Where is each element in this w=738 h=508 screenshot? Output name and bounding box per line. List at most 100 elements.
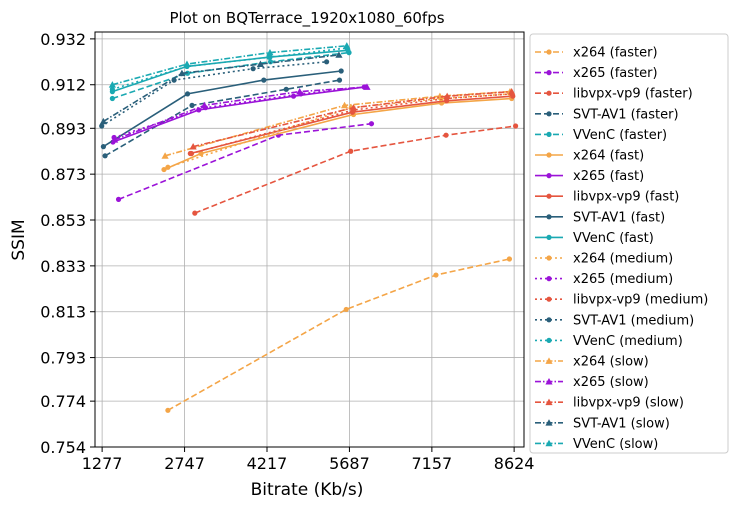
data-point-libvpx-vp9-faster: [192, 210, 198, 216]
legend-marker: [546, 296, 552, 302]
legend-label: x264 (faster): [573, 46, 658, 61]
data-point-libvpx-vp9-faster: [348, 148, 354, 154]
series-line-vvenc-medium: [112, 47, 347, 91]
y-tick-label: 0.912: [40, 76, 86, 95]
data-point-svt-av1-slow: [335, 51, 343, 58]
legend-label: libvpx-vp9 (medium): [573, 293, 708, 308]
x-axis-label: Bitrate (Kb/s): [251, 480, 364, 500]
data-point-libvpx-vp9-slow: [508, 88, 516, 95]
legend-marker: [546, 234, 552, 240]
series-line-svt-av1-faster: [104, 79, 340, 157]
series-svt-av1-faster: [102, 77, 343, 159]
data-point-vvenc-slow: [343, 42, 351, 49]
legend-item-svt-av1-slow: SVT-AV1 (slow): [535, 416, 670, 431]
data-point-x264-slow: [161, 152, 169, 159]
legend-label: x265 (slow): [573, 375, 649, 390]
legend-item-svt-av1-faster: SVT-AV1 (faster): [535, 107, 679, 122]
data-point-libvpx-vp9-slow: [189, 143, 197, 150]
series-line-vvenc-fast: [112, 49, 348, 93]
series-line-svt-av1-medium: [101, 61, 327, 127]
legend-label: SVT-AV1 (slow): [573, 416, 670, 431]
legend-item-x264-fast: x264 (fast): [535, 149, 644, 164]
legend-item-x264-medium: x264 (medium): [535, 252, 673, 267]
y-tick-label: 0.873: [40, 165, 86, 184]
legend-marker: [545, 357, 553, 364]
data-point-libvpx-vp9-faster: [512, 123, 519, 129]
plot-frame: [94, 31, 525, 448]
data-point-x265-slow: [111, 136, 119, 143]
legend-label: VVenC (faster): [573, 128, 667, 143]
data-point-x264-faster: [343, 306, 349, 313]
legend-label: VVenC (slow): [573, 437, 658, 452]
legend-label: SVT-AV1 (medium): [573, 313, 694, 328]
x-tick-label: 5687: [329, 454, 370, 473]
legend-frame: [529, 33, 729, 454]
series-line-vvenc-slow: [112, 45, 347, 86]
legend-label: SVT-AV1 (faster): [573, 107, 679, 122]
y-tick-label: 0.932: [40, 30, 86, 49]
data-point-svt-av1-fast: [338, 68, 344, 74]
legend-label: VVenC (medium): [573, 334, 683, 349]
data-point-svt-av1-faster: [283, 86, 289, 92]
data-point-libvpx-vp9-faster: [443, 132, 449, 138]
data-point-vvenc-medium: [109, 86, 115, 92]
series-line-x264-fast: [163, 97, 512, 171]
x-tick-label: 4217: [247, 454, 288, 473]
data-point-vvenc-slow: [108, 81, 116, 88]
series-line-libvpx-vp9-slow: [192, 90, 512, 148]
y-tick-label: 0.813: [40, 303, 86, 322]
legend-marker: [546, 214, 552, 220]
x-tick-label: 7157: [412, 454, 453, 473]
plot-series: [99, 42, 519, 413]
y-tick-label: 0.893: [40, 119, 86, 138]
data-point-x264-faster: [506, 256, 513, 262]
legend-item-x265-faster: x265 (faster): [535, 66, 658, 81]
chart-title: Plot on BQTerrace_1920x1080_60fps: [169, 9, 444, 28]
data-point-vvenc-faster: [267, 59, 274, 65]
legend-marker: [545, 398, 553, 406]
legend-item-vvenc-medium: VVenC (medium): [535, 334, 683, 349]
y-tick-label: 0.853: [40, 211, 86, 230]
series-line-libvpx-vp9-fast: [190, 95, 513, 155]
data-point-x264-faster: [433, 272, 439, 278]
series-svt-av1-fast: [100, 68, 344, 150]
legend: x264 (faster) x265 (faster) libvpx-vp9 (fa…: [529, 33, 729, 454]
data-point-x264-medium: [165, 164, 171, 170]
axis-ticks: 1277 2747 4217 5687 7157 8624 0.754 0.774 0.793 0…: [40, 30, 534, 473]
legend-marker: [545, 378, 553, 385]
legend-item-vvenc-slow: VVenC (slow): [535, 437, 658, 452]
data-point-libvpx-vp9-slow: [443, 92, 451, 100]
data-point-svt-av1-fast: [100, 144, 107, 150]
legend-label: libvpx-vp9 (slow): [573, 396, 684, 411]
series-libvpx-vp9-fast: [187, 93, 516, 157]
legend-item-svt-av1-medium: SVT-AV1 (medium): [535, 313, 694, 328]
data-point-svt-av1-faster: [336, 77, 343, 83]
legend-marker: [546, 111, 552, 117]
legend-item-x264-faster: x264 (faster): [535, 46, 658, 61]
data-point-svt-av1-slow: [256, 60, 265, 67]
legend-item-libvpx-vp9-slow: libvpx-vp9 (slow): [535, 396, 684, 411]
series-x265-slow: [111, 83, 371, 143]
legend-item-x265-medium: x265 (medium): [535, 272, 673, 287]
legend-label: x265 (fast): [573, 169, 644, 184]
data-point-vvenc-slow: [183, 60, 191, 67]
legend-label: libvpx-vp9 (faster): [573, 87, 693, 102]
legend-label: x264 (fast): [573, 149, 644, 164]
data-point-svt-av1-medium: [250, 66, 256, 72]
x-tick-label: 1277: [82, 454, 123, 473]
y-tick-label: 0.793: [40, 349, 86, 368]
data-point-svt-av1-medium: [99, 123, 105, 129]
y-tick-label: 0.774: [40, 392, 86, 411]
data-point-x264-fast: [161, 166, 167, 173]
legend-item-x265-fast: x265 (fast): [535, 169, 644, 184]
legend-item-svt-av1-fast: SVT-AV1 (fast): [535, 210, 665, 225]
data-point-libvpx-vp9-slow: [349, 104, 358, 111]
series-vvenc-slow: [108, 42, 351, 88]
legend-marker: [546, 317, 552, 323]
grid: [95, 32, 524, 448]
x-tick-label: 2747: [164, 454, 205, 473]
legend-label: x265 (faster): [573, 66, 658, 81]
data-point-x265-slow: [363, 83, 371, 90]
series-line-x265-faster: [118, 122, 372, 201]
legend-marker: [545, 439, 553, 447]
